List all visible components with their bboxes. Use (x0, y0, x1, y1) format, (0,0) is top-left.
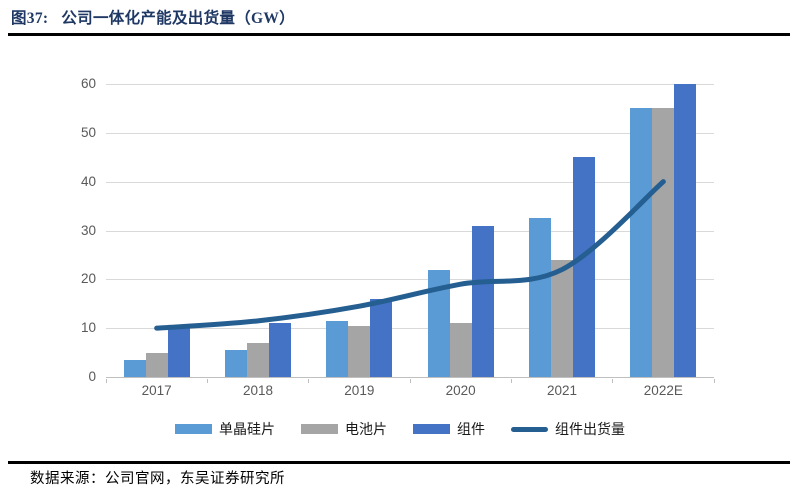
legend-bar-swatch (175, 424, 212, 434)
x-axis-tick (612, 378, 614, 383)
bar-电池片 (145, 352, 168, 377)
shipment-line-layer (154, 179, 666, 331)
legend-label: 单晶硅片 (219, 423, 275, 438)
x-tick-label: 2020 (445, 383, 476, 398)
bar-电池片 (247, 342, 269, 377)
x-axis-tick (206, 378, 208, 383)
bar-单晶硅片 (225, 350, 247, 377)
y-tick-label: 10 (80, 320, 96, 336)
line-组件出货量 (154, 179, 666, 331)
source-note: 数据来源：公司官网，东吴证券研究所 (30, 471, 285, 487)
legend-item-电池片: 电池片 (301, 419, 387, 439)
legend-bar-swatch (301, 424, 338, 434)
plot-area: 0 10 20 30 40 50 60 2017 2018 2019 2020 2021 2022E (81, 76, 715, 398)
gridline (106, 328, 714, 330)
bar-组件 (471, 225, 494, 377)
y-tick-label: 0 (88, 369, 96, 384)
bar-单晶硅片 (630, 108, 653, 377)
legend-label: 组件出货量 (555, 423, 625, 438)
x-tick-label: 2021 (546, 383, 578, 398)
bar-电池片 (652, 108, 675, 377)
y-tick-label: 20 (80, 271, 96, 287)
gridline (106, 181, 714, 183)
x-tick-label: 2018 (242, 383, 274, 398)
bar-电池片 (348, 325, 371, 377)
title-divider-rule (8, 33, 790, 36)
y-tick-label: 50 (80, 124, 96, 140)
y-tick-label: 60 (80, 76, 96, 91)
legend-line-swatch (511, 426, 548, 432)
gridline (106, 132, 714, 134)
bar-单晶硅片 (326, 320, 349, 377)
figure-title: 图37: 公司一体化产能及出货量（GW） (11, 6, 295, 28)
bar-组件 (573, 157, 595, 377)
figure-title-text: 公司一体化产能及出货量（GW） (61, 10, 295, 27)
bar-组件 (167, 325, 190, 377)
legend-label: 组件 (457, 423, 485, 438)
x-tick-label: 2017 (141, 383, 172, 398)
legend-label: 电池片 (345, 423, 387, 438)
bar-组件 (269, 323, 291, 377)
legend-item-单晶硅片: 单晶硅片 (175, 419, 275, 439)
bar-电池片 (551, 259, 573, 377)
bar-电池片 (449, 323, 472, 377)
x-tick-label: 2019 (344, 383, 375, 398)
footer-divider-rule (8, 461, 790, 464)
y-tick-label: 30 (80, 222, 96, 238)
bar-单晶硅片 (529, 218, 551, 377)
x-axis-tick (713, 378, 715, 383)
legend-bar-swatch (413, 424, 450, 434)
x-tick-label: 2022E (643, 383, 683, 398)
x-axis-tick (510, 378, 512, 383)
x-axis-tick (308, 378, 310, 383)
bar-组件 (370, 298, 393, 377)
x-axis-tick (105, 378, 107, 383)
figure-number-label: 图37: (11, 10, 49, 27)
legend-item-组件出货量: 组件出货量 (511, 419, 625, 439)
gridline (106, 230, 714, 232)
y-tick-label: 40 (80, 173, 96, 189)
bar-组件 (674, 84, 697, 377)
gridline (106, 279, 714, 281)
legend-item-组件: 组件 (413, 419, 485, 439)
gridline (106, 84, 714, 85)
bar-单晶硅片 (427, 269, 450, 377)
x-axis-tick (409, 378, 411, 383)
legend: 单晶硅片 电池片 组件 组件出货量 (0, 419, 800, 439)
bar-单晶硅片 (123, 359, 146, 377)
